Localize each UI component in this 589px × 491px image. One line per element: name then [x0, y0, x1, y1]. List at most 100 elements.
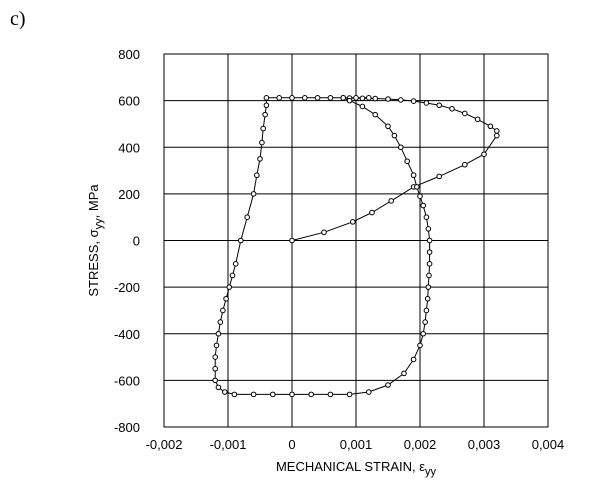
y-tick-label: 600	[118, 94, 140, 109]
x-tick-label: 0	[288, 437, 295, 452]
data-point	[372, 95, 379, 102]
data-point	[410, 172, 417, 179]
data-point	[289, 391, 295, 398]
data-point	[263, 95, 270, 101]
data-point	[327, 391, 334, 398]
x-axis-label: MECHANICAL STRAIN, εyy	[276, 459, 437, 478]
data-point	[388, 198, 395, 204]
data-point	[462, 110, 468, 117]
x-tick-label: 0,001	[340, 437, 373, 452]
data-point	[481, 151, 487, 158]
data-point	[231, 391, 238, 398]
data-point	[462, 161, 468, 168]
data-point	[259, 139, 265, 146]
data-point	[226, 284, 233, 290]
series-layer	[212, 95, 500, 398]
data-point	[212, 354, 218, 360]
data-point	[449, 105, 455, 112]
data-point	[401, 370, 407, 377]
data-point	[302, 95, 308, 101]
data-point	[244, 214, 250, 220]
y-tick-label: -200	[114, 280, 140, 295]
data-point	[340, 95, 347, 101]
data-point	[426, 272, 432, 279]
data-point	[257, 156, 263, 162]
data-point	[215, 384, 222, 391]
data-point	[426, 261, 433, 267]
data-point	[321, 229, 327, 236]
data-point	[366, 389, 372, 395]
data-point	[314, 95, 321, 101]
y-tick-label: -800	[114, 420, 140, 435]
data-point	[474, 116, 481, 123]
y-tick-label: 0	[133, 234, 140, 249]
data-point	[260, 125, 267, 132]
data-point	[422, 319, 428, 325]
data-point	[369, 209, 375, 216]
panel-label: c)	[10, 8, 26, 30]
y-tick-label: 200	[118, 187, 140, 202]
data-point	[487, 123, 494, 130]
data-point	[238, 237, 244, 244]
data-point	[289, 95, 295, 101]
data-point	[262, 111, 268, 118]
y-tick-label: 400	[118, 140, 140, 155]
plot-frame	[163, 53, 549, 428]
x-tick-label: -0,001	[210, 437, 247, 452]
data-point	[215, 330, 222, 337]
data-point	[308, 391, 315, 398]
data-point	[425, 226, 432, 232]
data-point	[404, 158, 411, 165]
data-point	[410, 356, 417, 363]
data-point	[424, 295, 431, 302]
data-point	[217, 319, 224, 325]
data-point	[346, 391, 353, 398]
data-point	[414, 184, 420, 190]
x-tick-label: -0,002	[146, 437, 183, 452]
data-point	[253, 172, 260, 179]
data-point	[220, 307, 226, 314]
data-point	[212, 377, 218, 384]
data-point	[385, 382, 391, 388]
data-point	[232, 261, 239, 267]
y-tick-label: 800	[118, 47, 140, 62]
data-point	[436, 102, 443, 109]
data-point	[223, 295, 229, 302]
data-point	[423, 214, 430, 220]
data-point	[494, 132, 500, 139]
y-axis-label: STRESS, σyy, MPa	[86, 184, 105, 297]
data-point	[426, 237, 433, 244]
data-point	[350, 219, 356, 225]
grid-lines	[163, 53, 549, 428]
tick-labels: -0,002 -0,001 0 0,001 0,002 0,003 0,004 -800 -60…	[114, 47, 564, 452]
data-point	[417, 342, 423, 349]
data-point	[289, 237, 295, 244]
data-point	[263, 102, 270, 109]
data-point	[420, 330, 427, 337]
data-point	[398, 97, 404, 103]
data-point	[372, 111, 379, 118]
data-point	[229, 272, 236, 279]
data-point	[327, 95, 334, 101]
x-tick-label: 0,002	[404, 437, 437, 452]
data-point	[213, 342, 220, 349]
data-point	[359, 103, 366, 110]
data-point	[385, 96, 391, 102]
x-tick-label: 0,004	[532, 437, 565, 452]
data-point	[366, 95, 372, 101]
x-tick-label: 0,003	[468, 437, 501, 452]
data-point	[385, 123, 391, 130]
data-point	[423, 100, 430, 106]
data-point	[270, 391, 276, 398]
y-tick-label: -400	[114, 327, 140, 342]
data-point	[425, 284, 432, 290]
data-point	[426, 249, 433, 255]
data-point	[359, 95, 366, 102]
data-point	[436, 173, 443, 180]
data-point	[420, 202, 427, 209]
data-point	[222, 389, 228, 395]
data-point	[212, 365, 218, 372]
data-point	[494, 128, 500, 134]
data-point	[410, 98, 417, 104]
